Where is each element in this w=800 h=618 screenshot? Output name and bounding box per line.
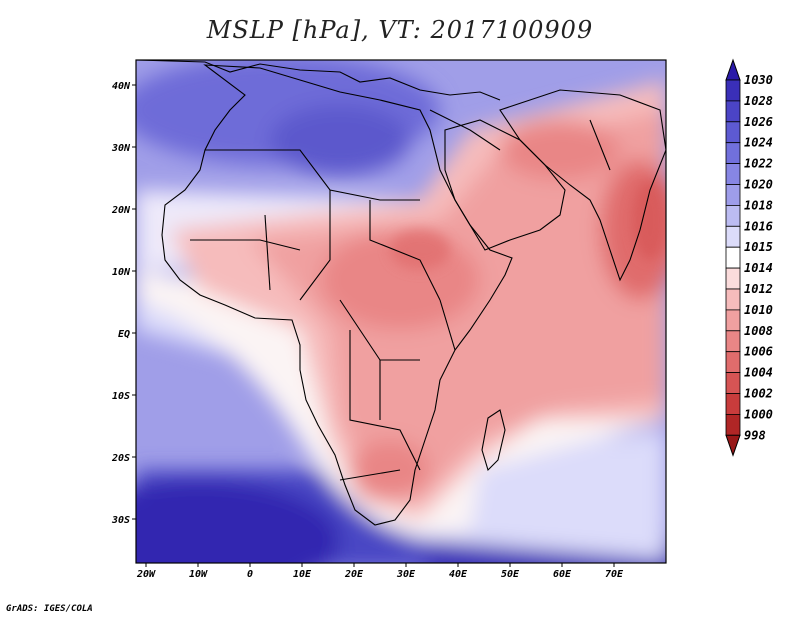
colorbar-label: 1010 — [744, 303, 773, 317]
lon-label: 40E — [449, 569, 468, 580]
lat-label: 30S — [111, 515, 130, 526]
colorbar-label: 1002 — [744, 387, 773, 401]
colorbar-label: 1028 — [744, 94, 773, 108]
lon-label: 30E — [396, 569, 416, 580]
colorbar-swatch — [725, 79, 741, 102]
colorbar-label: 1024 — [744, 136, 773, 150]
colorbar-label: 1006 — [744, 345, 773, 359]
colorbar-swatch — [725, 121, 741, 144]
pressure-field — [136, 60, 666, 563]
colorbar-label: 1026 — [744, 115, 773, 129]
colorbar-swatch — [725, 330, 741, 353]
colorbar-swatch — [725, 393, 741, 415]
colorbar-label: 1020 — [744, 178, 773, 192]
colorbar-swatch — [725, 413, 741, 436]
chart-title: MSLP [hPa], VT: 2017100909 — [206, 16, 594, 44]
lat-label: 30N — [111, 143, 131, 154]
lon-label: 70E — [605, 569, 624, 580]
lon-label: 20W — [136, 569, 156, 580]
axis-ticks — [132, 84, 615, 567]
colorbar-label: 1000 — [744, 407, 773, 421]
colorbar: 1030 1028 1026 1024 1022 1020 1018 1016 1015 1014… — [725, 58, 773, 457]
colorbar-label: 1022 — [744, 157, 773, 171]
colorbar-swatch — [725, 372, 741, 394]
lon-label: 20E — [344, 569, 364, 580]
lat-label: 10S — [112, 391, 130, 402]
lon-label: 0 — [247, 569, 253, 580]
colorbar-swatch — [725, 309, 741, 332]
colorbar-swatch — [725, 163, 741, 185]
colorbar-top-arrow — [725, 58, 741, 81]
colorbar-bottom-arrow — [725, 434, 741, 457]
lat-label: 40N — [112, 81, 131, 92]
map-frame — [135, 59, 667, 564]
coastlines — [136, 60, 666, 526]
colorbar-swatch — [725, 100, 741, 123]
colorbar-label: 1015 — [744, 240, 773, 254]
longitude-labels: 20W 10W 0 10E 20E 30E 40E 50E 60E 70E — [136, 569, 624, 580]
lat-label: EQ — [118, 329, 130, 340]
colorbar-swatch — [725, 246, 741, 269]
lon-label: 50E — [501, 569, 520, 580]
colorbar-label: 1018 — [744, 198, 773, 212]
lon-label: 10W — [189, 569, 208, 580]
colorbar-label: 1008 — [744, 324, 773, 338]
colorbar-swatch — [725, 351, 741, 374]
lat-label: 20N — [111, 205, 131, 216]
latitude-labels: 40N 30N 20N 10N EQ 10S 20S 30S — [111, 81, 131, 526]
colorbar-label: 1012 — [744, 282, 773, 296]
colorbar-swatch — [725, 204, 741, 227]
lat-label: 10N — [112, 267, 131, 278]
colorbar-swatch — [725, 142, 741, 164]
colorbar-label: 1030 — [744, 73, 773, 87]
credit-text: GrADS: IGES/COLA — [6, 604, 93, 614]
colorbar-swatch — [725, 288, 741, 311]
lon-label: 60E — [553, 569, 572, 580]
lat-label: 20S — [111, 453, 130, 464]
colorbar-label: 1016 — [744, 219, 773, 233]
colorbar-swatch — [725, 267, 741, 290]
colorbar-label: 1004 — [744, 366, 773, 380]
colorbar-label: 998 — [744, 428, 766, 442]
colorbar-swatch — [725, 225, 741, 248]
colorbar-label: 1014 — [744, 261, 773, 275]
lon-label: 10E — [293, 569, 312, 580]
colorbar-swatch — [725, 184, 741, 206]
